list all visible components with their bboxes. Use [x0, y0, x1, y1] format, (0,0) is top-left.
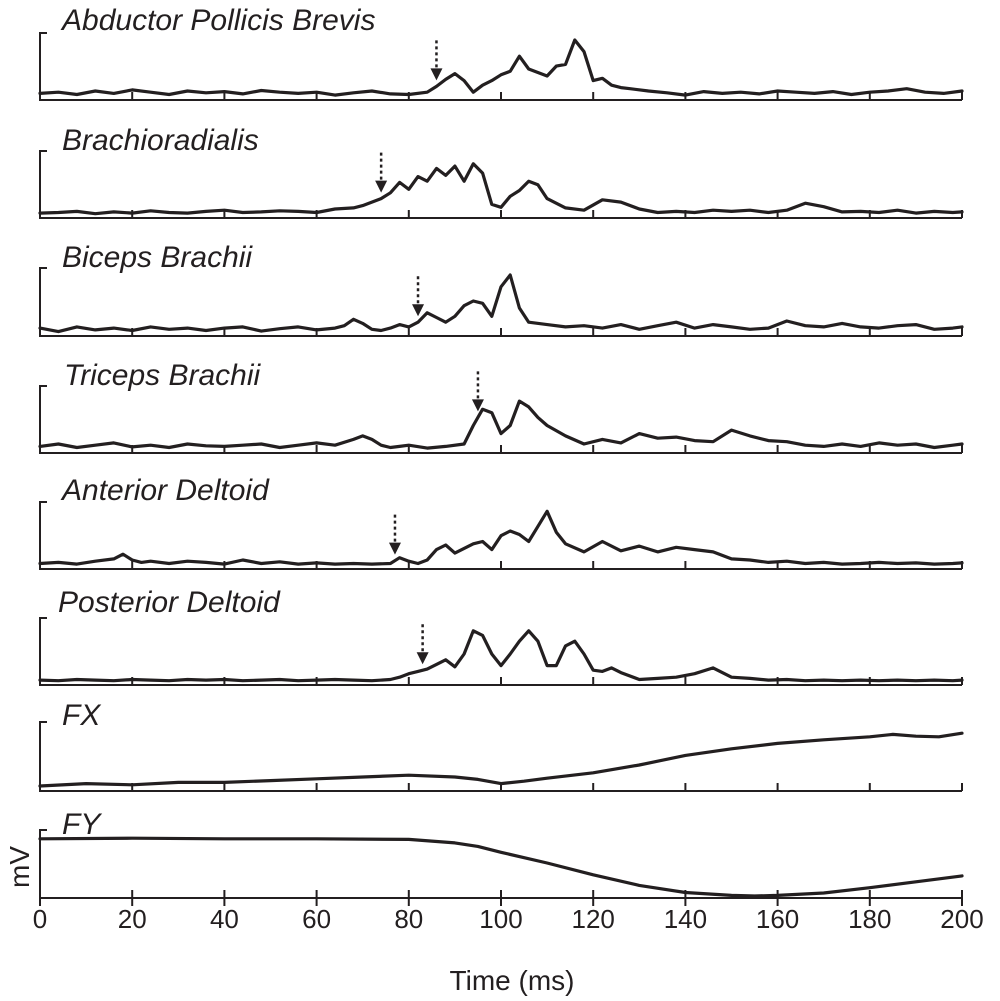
emg-trace	[38, 38, 964, 97]
emg-trace	[38, 273, 964, 334]
x-tick-label: 60	[302, 904, 331, 934]
onset-arrow-head	[430, 68, 443, 81]
panel-anterior-deltoid: Anterior Deltoid	[38, 474, 964, 570]
panel-axis	[39, 385, 962, 454]
emg-trace	[38, 399, 964, 450]
x-tick-label: 0	[33, 904, 47, 934]
panel-title: Triceps Brachii	[64, 359, 261, 392]
onset-arrow-head	[471, 399, 484, 412]
panel-title: Anterior Deltoid	[60, 474, 270, 507]
emg-trace	[38, 731, 964, 788]
panel-axis	[39, 829, 962, 899]
emg-trace	[38, 162, 964, 216]
panel-abductor-pollicis-brevis: Abductor Pollicis Brevis	[38, 4, 964, 101]
x-tick-label: 120	[572, 904, 615, 934]
panel-brachioradialis: Brachioradialis	[38, 124, 964, 219]
y-axis-label: mV	[4, 846, 35, 888]
x-tick-label: 40	[210, 904, 239, 934]
panel-posterior-deltoid: Posterior Deltoid	[38, 586, 964, 686]
onset-arrow-head	[388, 542, 401, 555]
panels-group: Abductor Pollicis Brevis Brachioradialis B…	[38, 4, 964, 899]
panel-axis	[39, 721, 962, 792]
panel-triceps-brachii: Triceps Brachii	[38, 359, 964, 454]
x-tick-label: 160	[756, 904, 799, 934]
panel-fx: FX	[38, 699, 964, 792]
x-tick-label: 140	[664, 904, 707, 934]
panel-title: Biceps Brachii	[62, 241, 253, 274]
emg-trace	[38, 509, 964, 566]
panel-fy: FY	[38, 808, 964, 899]
onset-arrow-head	[416, 652, 429, 665]
panel-biceps-brachii: Biceps Brachii	[38, 241, 964, 337]
emg-trace	[38, 629, 964, 683]
x-axis-label: Time (ms)	[450, 965, 575, 996]
panel-title: Posterior Deltoid	[58, 586, 281, 619]
panel-title: FX	[62, 699, 101, 732]
panel-title: FY	[62, 808, 102, 841]
panel-title: Abductor Pollicis Brevis	[60, 4, 375, 37]
panel-title: Brachioradialis	[62, 124, 259, 157]
x-tick-label: 180	[848, 904, 891, 934]
x-tick-label: 20	[118, 904, 147, 934]
x-tick-label: 80	[394, 904, 423, 934]
onset-arrow-head	[412, 304, 425, 317]
x-axis: 0 20 40 60 80 100 120 140 160 180 200	[33, 898, 984, 934]
emg-trace	[38, 836, 964, 898]
x-tick-label: 100	[479, 904, 522, 934]
panel-axis	[39, 32, 962, 101]
panel-axis	[39, 617, 962, 686]
x-tick-label: 200	[940, 904, 983, 934]
onset-arrow-head	[375, 180, 388, 193]
